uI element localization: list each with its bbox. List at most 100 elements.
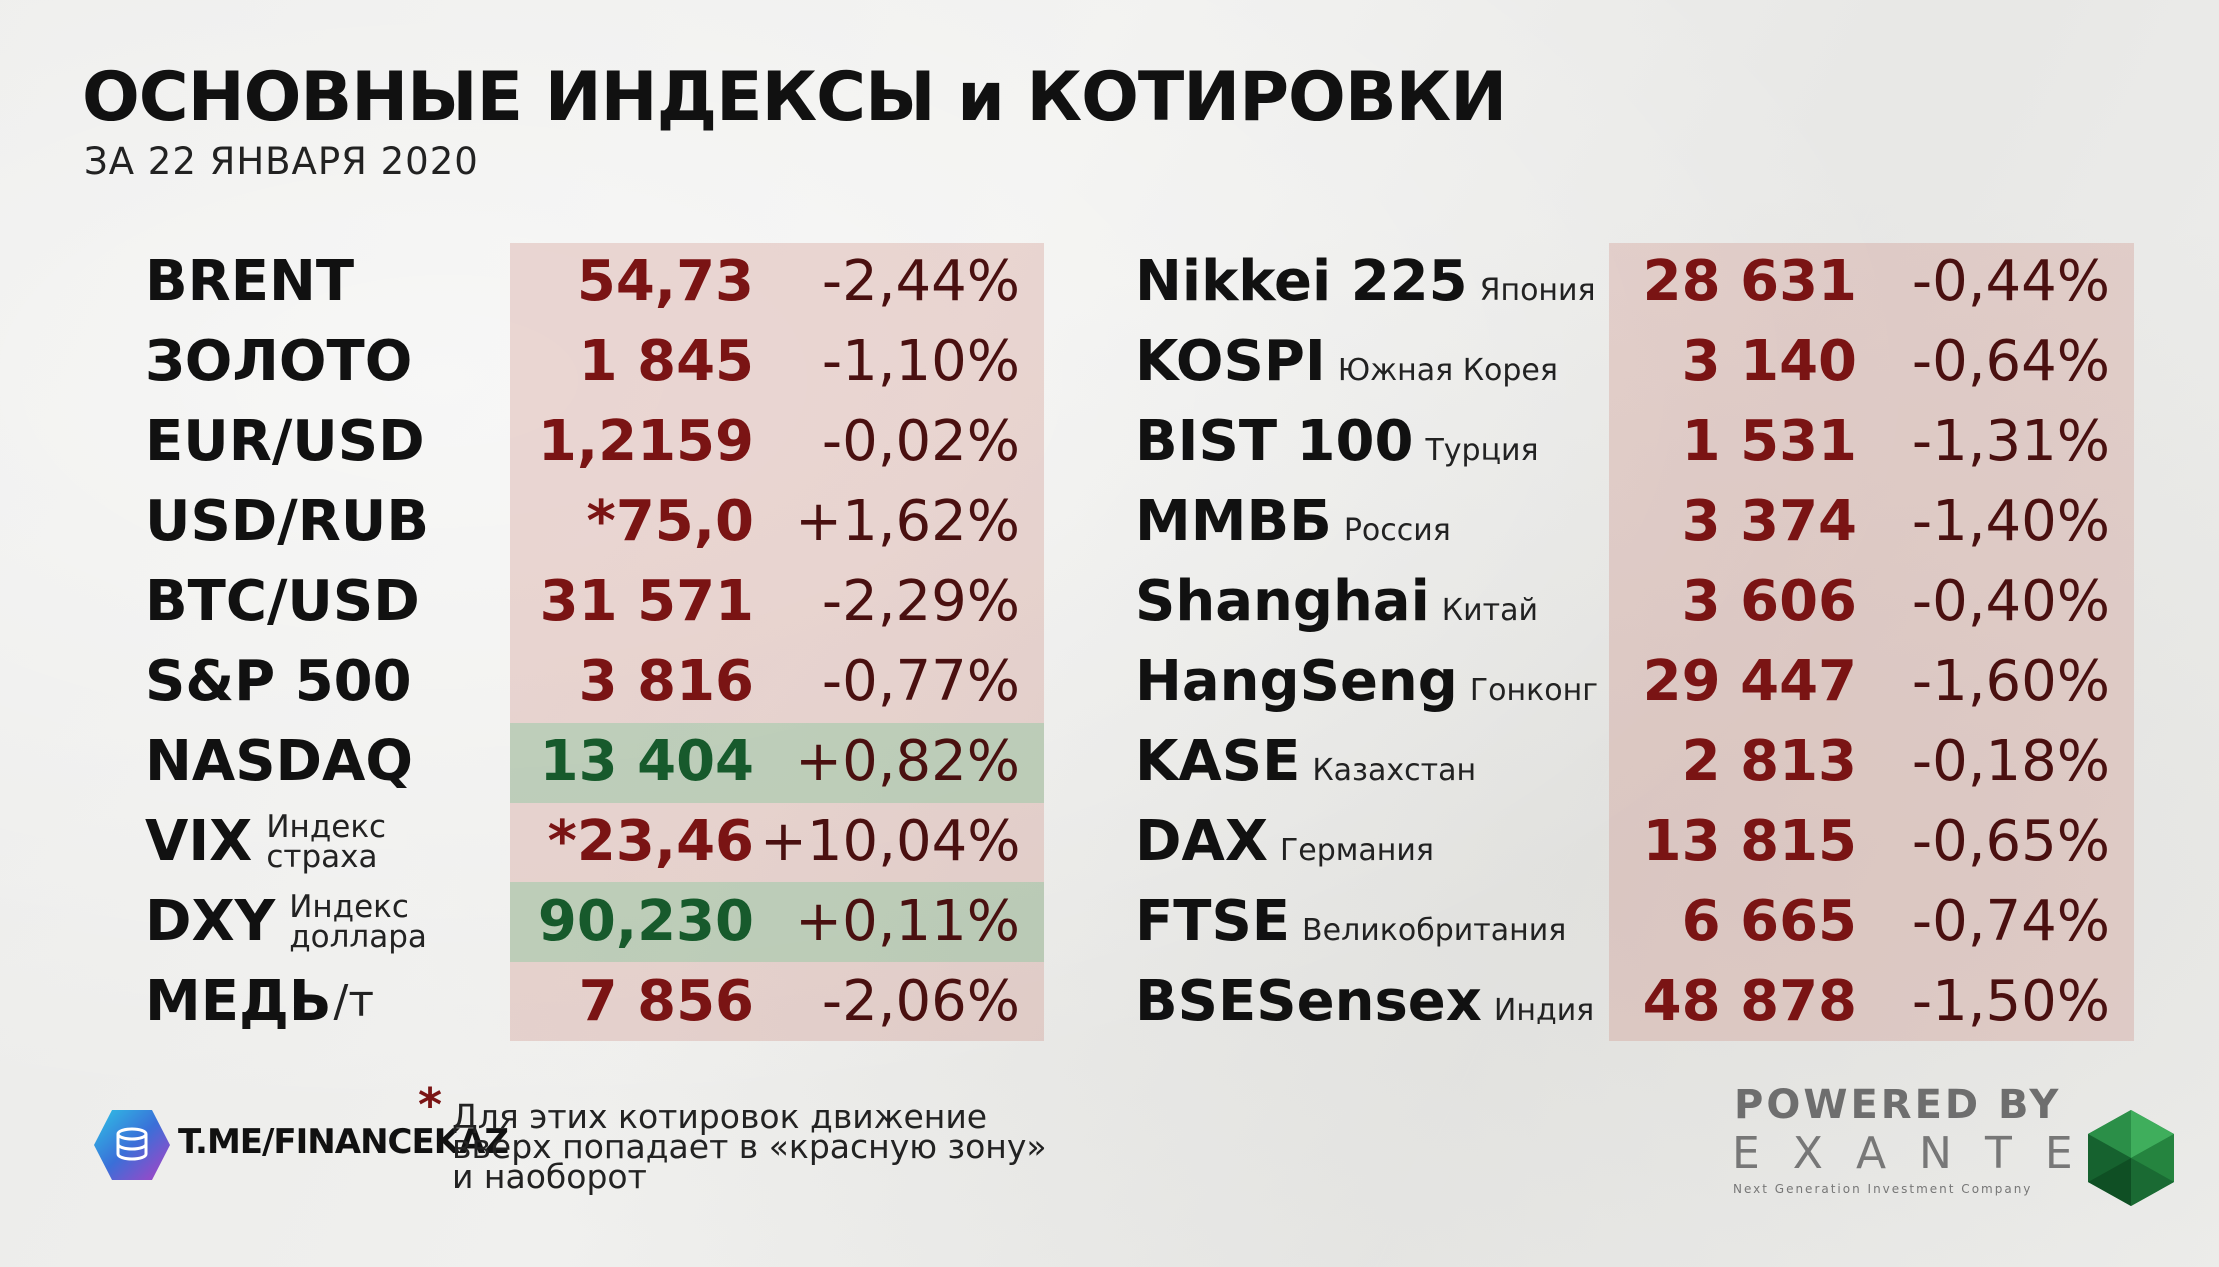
index-country: Турция (1425, 433, 1539, 468)
index-title: DAX (1135, 809, 1268, 874)
quote-change: -2,06% (821, 969, 1020, 1034)
footnote-asterisk: * (418, 1078, 443, 1132)
quote-name: МЕДЬ (145, 969, 332, 1034)
index-name: KASE Казахстан (1135, 722, 1476, 811)
quote-value: 90,230 (537, 889, 754, 954)
quote-unit: /т (333, 976, 375, 1027)
quote-note-line: страха (266, 839, 378, 875)
exante-tagline: Next Generation Investment Company (1733, 1182, 2033, 1196)
index-title: BSESensex (1135, 969, 1482, 1034)
index-title: Nikkei 225 (1135, 249, 1468, 314)
index-change: -0,64% (1911, 329, 2110, 394)
quote-change: -2,29% (821, 569, 1020, 634)
quote-name: BTC/USD (145, 569, 420, 634)
index-value: 13 815 (1642, 809, 1857, 874)
quote-change: -2,44% (821, 249, 1020, 314)
index-country: Россия (1343, 513, 1451, 548)
quote-change: +0,82% (795, 729, 1020, 794)
quote-change: -1,10% (821, 329, 1020, 394)
powered-by-label: POWERED BY (1734, 1082, 2062, 1128)
quote-name-with-unit: МЕДЬ/т (145, 962, 374, 1042)
index-name: Shanghai Китай (1135, 562, 1538, 651)
quote-value: *23,46 (547, 809, 754, 874)
right-values-panel (1609, 243, 2134, 1041)
index-value: 28 631 (1642, 249, 1857, 314)
index-value: 2 813 (1681, 729, 1857, 794)
quote-note: Индекс страха (266, 809, 387, 875)
footnote-text: Для этих котировок движение вверх попада… (452, 1097, 1047, 1196)
index-change: -0,65% (1911, 809, 2110, 874)
footnote-line: и наоборот (452, 1157, 647, 1196)
page-subtitle-date: ЗА 22 ЯНВАРЯ 2020 (84, 140, 479, 183)
financekaz-logo-icon (94, 1110, 170, 1180)
index-title: Shanghai (1135, 569, 1430, 634)
quote-value: *75,0 (586, 489, 754, 554)
index-country: Казахстан (1312, 753, 1477, 788)
quote-change: -0,02% (821, 409, 1020, 474)
index-title: ММВБ (1135, 489, 1332, 554)
green-zone-row-dxy (510, 882, 1044, 962)
index-country: Индия (1493, 993, 1595, 1028)
index-title: FTSE (1135, 889, 1291, 954)
quote-name-with-note: VIX Индекс страха (145, 802, 386, 882)
quote-value: 1,2159 (537, 409, 754, 474)
quote-value: 3 816 (578, 649, 754, 714)
index-country: Великобритания (1302, 913, 1567, 948)
index-value: 48 878 (1642, 969, 1857, 1034)
index-name: Nikkei 225 Япония (1135, 242, 1596, 331)
index-change: -0,44% (1911, 249, 2110, 314)
quote-name: NASDAQ (145, 729, 413, 794)
quote-name: EUR/USD (145, 409, 425, 474)
index-value: 3 374 (1681, 489, 1857, 554)
index-country: Китай (1441, 593, 1538, 628)
quote-name: DXY (145, 889, 276, 954)
index-value: 6 665 (1681, 889, 1857, 954)
quote-change: -0,77% (821, 649, 1020, 714)
index-change: -0,40% (1911, 569, 2110, 634)
emerald-gem-icon (2088, 1110, 2174, 1206)
index-value: 3 140 (1681, 329, 1857, 394)
index-change: -1,50% (1911, 969, 2110, 1034)
quote-name: ЗОЛОТО (145, 329, 413, 394)
quote-name: VIX (145, 809, 253, 874)
footnote-line: Для этих котировок движение (452, 1097, 988, 1136)
quote-value: 1 845 (578, 329, 754, 394)
index-change: -0,18% (1911, 729, 2110, 794)
index-country: Гонконг (1469, 673, 1598, 708)
quote-name: USD/RUB (145, 489, 430, 554)
quote-note-line: Индекс (266, 809, 387, 845)
index-title: KASE (1135, 729, 1301, 794)
quote-name: S&P 500 (145, 649, 412, 714)
page-title: ОСНОВНЫЕ ИНДЕКСЫ и КОТИРОВКИ (82, 58, 1507, 137)
index-country: Германия (1280, 833, 1434, 868)
quote-value: 54,73 (576, 249, 754, 314)
green-zone-row-nasdaq (510, 723, 1044, 803)
quote-note: Индекс доллара (289, 892, 427, 955)
index-change: -1,31% (1911, 409, 2110, 474)
quote-change: +0,11% (795, 889, 1020, 954)
index-value: 3 606 (1681, 569, 1857, 634)
index-country: Япония (1479, 273, 1596, 308)
quote-name-with-note: DXY Индекс доллара (145, 882, 427, 962)
index-change: -1,60% (1911, 649, 2110, 714)
footnote-line: вверх попадает в «красную зону» (452, 1127, 1047, 1166)
quote-change: +1,62% (795, 489, 1020, 554)
index-change: -0,74% (1911, 889, 2110, 954)
index-title: HangSeng (1135, 649, 1458, 714)
quote-note-line: доллара (289, 919, 427, 955)
telegram-channel-link[interactable]: T.ME/FINANCEKAZ (178, 1122, 509, 1162)
index-value: 29 447 (1642, 649, 1857, 714)
index-name: BIST 100 Турция (1135, 402, 1539, 491)
quote-name: BRENT (145, 249, 355, 314)
quote-value: 7 856 (578, 969, 754, 1034)
index-change: -1,40% (1911, 489, 2110, 554)
index-name: BSESensex Индия (1135, 962, 1594, 1051)
exante-brand: EXANTE (1732, 1128, 2106, 1179)
index-name: ММВБ Россия (1135, 482, 1451, 571)
index-country: Южная Корея (1337, 353, 1558, 388)
index-title: BIST 100 (1135, 409, 1414, 474)
quote-value: 13 404 (539, 729, 754, 794)
index-name: FTSE Великобритания (1135, 882, 1566, 971)
index-name: DAX Германия (1135, 802, 1434, 891)
index-value: 1 531 (1681, 409, 1857, 474)
